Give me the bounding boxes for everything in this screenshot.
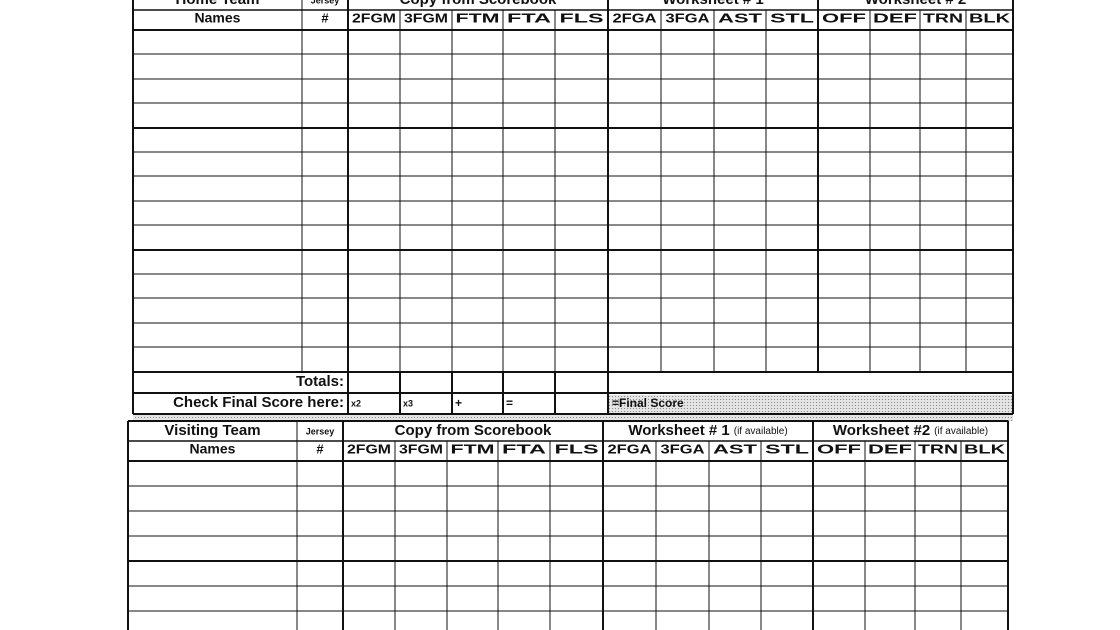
check-mark: x3 (403, 398, 413, 408)
column-label: STL (765, 441, 809, 456)
column-label: 2FGA (608, 441, 653, 456)
column-label: 2FGM (352, 10, 396, 25)
column-label: 2FGA (613, 10, 658, 25)
column-label: 3FGM (404, 10, 448, 25)
number-label: # (316, 441, 324, 456)
column-label: OFF (817, 441, 861, 456)
column-label: FTA (507, 10, 552, 25)
group-title: Worksheet # 1 (662, 0, 763, 8)
column-label: AST (718, 10, 762, 25)
number-label: # (321, 10, 329, 25)
column-label: STL (770, 10, 814, 25)
group-label: Copy from Scorebook (395, 422, 552, 439)
group-title: Copy from Scorebook (400, 0, 557, 8)
column-label: OFF (822, 10, 866, 25)
final-score-label: =Final Score (612, 396, 684, 410)
check-mark: x2 (351, 398, 361, 408)
jersey-label: Jersey (306, 426, 335, 436)
column-label: FLS (560, 10, 605, 25)
totals-label: Totals: (296, 373, 344, 390)
column-label: BLK (964, 441, 1006, 456)
separator (133, 415, 1013, 421)
team-label: Home Team (176, 0, 260, 8)
column-label: 3FGA (666, 10, 711, 25)
group-label: Worksheet # 2 (865, 0, 966, 8)
group-label: Worksheet # 1 (if available) (628, 422, 787, 439)
column-label: DEF (868, 441, 912, 456)
column-label: 3FGA (661, 441, 706, 456)
column-label: 2FGM (347, 441, 391, 456)
column-label: TRN (918, 441, 958, 456)
group-label: Worksheet #2 (if available) (833, 422, 988, 439)
column-label: DEF (873, 10, 917, 25)
group-note: (if available) (934, 426, 988, 437)
column-label: AST (713, 441, 757, 456)
group-title: Worksheet # 1 (628, 422, 729, 439)
group-title: Worksheet #2 (833, 422, 930, 439)
column-label: FLS (555, 441, 600, 456)
column-label: TRN (923, 10, 963, 25)
group-label: Worksheet # 1 (662, 0, 763, 8)
check-label: Check Final Score here: (173, 394, 344, 411)
check-mark: = (506, 396, 513, 410)
column-label: FTA (502, 441, 547, 456)
group-title: Worksheet # 2 (865, 0, 966, 8)
team-label: Visiting Team (164, 422, 260, 439)
names-label: Names (190, 441, 236, 457)
column-label: FTM (451, 441, 495, 456)
names-label: Names (195, 10, 241, 26)
group-label: Copy from Scorebook (400, 0, 557, 8)
check-mark: + (455, 396, 462, 410)
column-label: BLK (969, 10, 1011, 25)
final-score-box (609, 395, 1012, 413)
group-note: (if available) (734, 426, 788, 437)
column-label: 3FGM (399, 441, 443, 456)
column-label: FTM (456, 10, 500, 25)
group-title: Copy from Scorebook (395, 422, 552, 439)
jersey-label: Jersey (311, 0, 340, 5)
